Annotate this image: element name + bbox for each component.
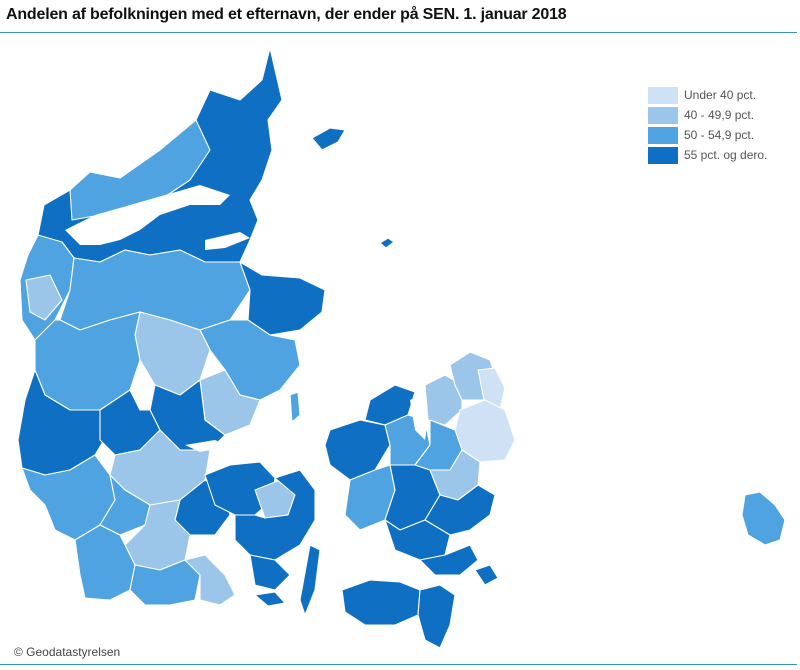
island-mon <box>474 564 499 586</box>
island-laeso <box>311 127 346 151</box>
region-tonder <box>74 524 136 601</box>
isefjord <box>410 395 428 440</box>
region-naestved <box>384 519 451 561</box>
region-vordingborg <box>419 544 479 576</box>
region-funen-east <box>234 469 316 561</box>
limfjord <box>65 185 230 245</box>
legend-item: 40 - 49,9 pct. <box>648 105 767 125</box>
region-vendsyssel-west <box>69 119 211 221</box>
legend-swatch <box>648 106 678 124</box>
mariager-fjord <box>205 232 250 250</box>
copyright-credit: © Geodatastyrelsen <box>14 645 121 659</box>
region-guldborgsund <box>417 584 456 649</box>
legend-label: 50 - 54,9 pct. <box>684 128 755 142</box>
footer-divider <box>0 664 797 665</box>
region-sonderborg <box>184 554 236 606</box>
legend-item: Under 40 pct. <box>648 85 767 105</box>
map-legend: Under 40 pct. 40 - 49,9 pct. 50 - 54,9 p… <box>648 85 767 165</box>
legend-label: 55 pct. og dero. <box>684 148 768 162</box>
title-divider <box>0 32 797 33</box>
region-thy-south <box>25 274 63 321</box>
region-djursland <box>239 261 326 336</box>
legend-item: 50 - 54,9 pct. <box>648 125 767 145</box>
legend-item: 55 pct. og dero. <box>648 145 767 165</box>
island-samso <box>289 391 301 423</box>
legend-label: 40 - 49,9 pct. <box>684 108 755 122</box>
legend-label: Under 40 pct. <box>684 88 757 102</box>
region-svendborg <box>249 554 291 591</box>
island-aero <box>254 591 286 607</box>
region-lolland <box>341 579 421 626</box>
island-bornholm <box>741 491 786 546</box>
legend-swatch <box>648 86 678 104</box>
region-helsingor <box>477 367 506 411</box>
legend-swatch <box>648 126 678 144</box>
island-anholt <box>379 237 395 249</box>
denmark-municipality-map <box>17 47 786 649</box>
region-billund <box>99 474 151 536</box>
map-title: Andelen af befolkningen med et efternavn… <box>6 6 567 23</box>
vejle-fjord <box>185 440 230 452</box>
island-langeland <box>299 544 321 616</box>
legend-swatch <box>648 146 678 164</box>
